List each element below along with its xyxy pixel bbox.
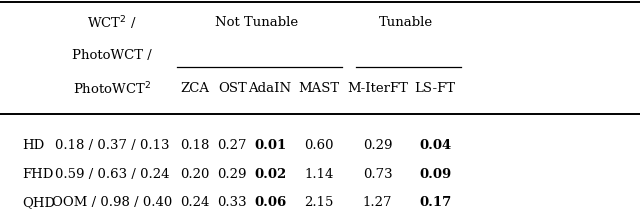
Text: HD: HD <box>22 139 45 152</box>
Text: LS-FT: LS-FT <box>415 82 456 95</box>
Text: ZCA: ZCA <box>180 82 210 95</box>
Text: 0.24: 0.24 <box>180 196 210 209</box>
Text: 0.02: 0.02 <box>254 168 286 181</box>
Text: OOM / 0.98 / 0.40: OOM / 0.98 / 0.40 <box>52 196 172 209</box>
Text: PhotoWCT /: PhotoWCT / <box>72 49 152 62</box>
Text: 0.29: 0.29 <box>218 168 247 181</box>
Text: 0.33: 0.33 <box>218 196 247 209</box>
Text: PhotoWCT$^2$: PhotoWCT$^2$ <box>73 80 151 97</box>
Text: 0.18 / 0.37 / 0.13: 0.18 / 0.37 / 0.13 <box>55 139 169 152</box>
Text: FHD: FHD <box>22 168 54 181</box>
Text: MAST: MAST <box>298 82 339 95</box>
Text: 1.14: 1.14 <box>304 168 333 181</box>
Text: 1.27: 1.27 <box>363 196 392 209</box>
Text: Not Tunable: Not Tunable <box>216 16 298 30</box>
Text: 0.59 / 0.63 / 0.24: 0.59 / 0.63 / 0.24 <box>55 168 169 181</box>
Text: WCT$^2$ /: WCT$^2$ / <box>87 14 137 32</box>
Text: 2.15: 2.15 <box>304 196 333 209</box>
Text: 0.09: 0.09 <box>419 168 451 181</box>
Text: M-IterFT: M-IterFT <box>347 82 408 95</box>
Text: 0.73: 0.73 <box>363 168 392 181</box>
Text: AdaIN: AdaIN <box>248 82 292 95</box>
Text: Tunable: Tunable <box>380 16 433 30</box>
Text: QHD: QHD <box>22 196 56 209</box>
Text: 0.18: 0.18 <box>180 139 210 152</box>
Text: OST: OST <box>218 82 246 95</box>
Text: 0.27: 0.27 <box>218 139 247 152</box>
Text: 0.17: 0.17 <box>419 196 451 209</box>
Text: 0.01: 0.01 <box>254 139 286 152</box>
Text: 0.60: 0.60 <box>304 139 333 152</box>
Text: 0.20: 0.20 <box>180 168 210 181</box>
Text: 0.06: 0.06 <box>254 196 286 209</box>
Text: 0.29: 0.29 <box>363 139 392 152</box>
Text: 0.04: 0.04 <box>419 139 451 152</box>
